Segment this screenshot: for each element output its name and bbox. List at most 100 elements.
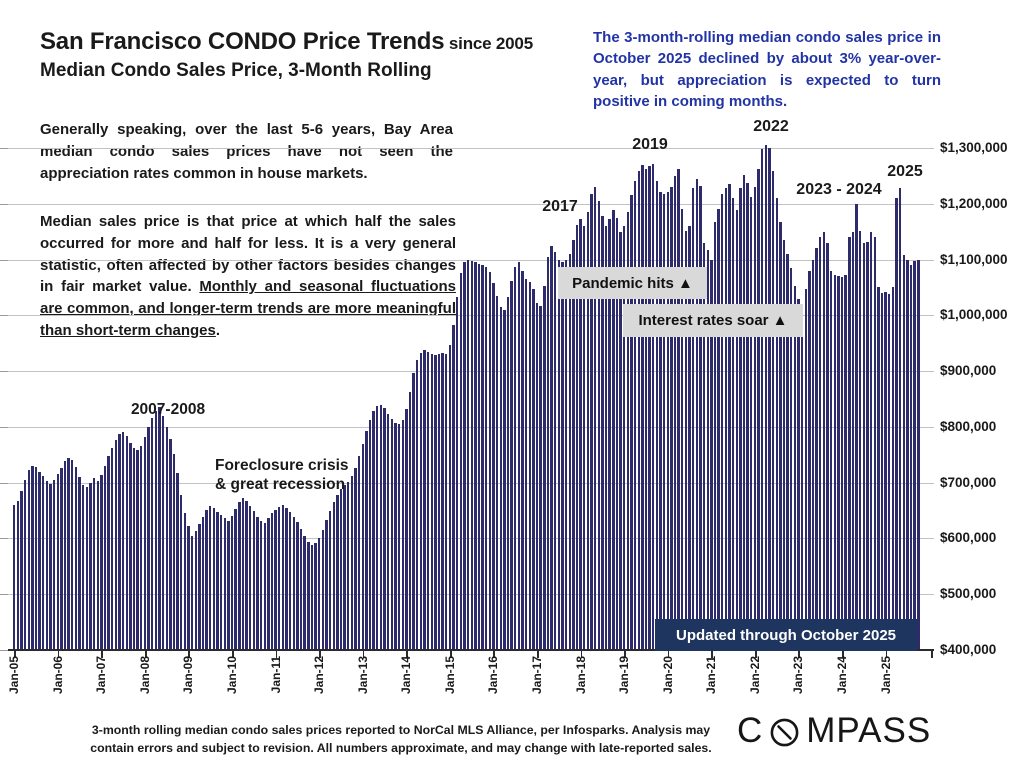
logo-letters-mpass: MPASS: [806, 711, 932, 750]
bar: [96, 480, 99, 650]
y-axis-label: $700,000: [940, 474, 997, 490]
left-tick: [0, 203, 8, 205]
bar: [641, 164, 644, 650]
bar: [557, 259, 561, 650]
y-axis-label: $500,000: [940, 586, 997, 602]
bar: [503, 309, 506, 650]
x-axis-tick: [754, 651, 757, 658]
bar: [169, 439, 172, 650]
bar: [430, 354, 433, 650]
bar: [659, 191, 662, 650]
bar: [630, 195, 633, 650]
bar: [71, 460, 74, 650]
bar: [757, 169, 760, 650]
bar: [746, 182, 749, 650]
x-axis-tick: [624, 651, 626, 658]
bar: [81, 485, 85, 650]
bar: [209, 506, 212, 650]
x-axis-tick: [711, 651, 713, 658]
bar: [735, 210, 738, 650]
annotation-2017: 2017: [542, 198, 578, 215]
bar: [677, 169, 680, 650]
gridline: [8, 259, 934, 261]
bar: [201, 516, 205, 650]
bar: [583, 226, 586, 650]
bar: [42, 475, 45, 650]
bar: [619, 231, 622, 650]
bar: [593, 187, 597, 650]
bar: [310, 544, 314, 650]
bar: [543, 286, 546, 650]
x-axis-tick: [57, 651, 60, 658]
bar: [190, 535, 194, 650]
x-axis-tick: [319, 651, 321, 658]
disclaimer-line1: 3-month rolling median condo sales price…: [91, 723, 711, 737]
bar: [394, 422, 397, 650]
bar: [111, 447, 114, 650]
callout-interest-rates-soar: Interest rates soar ▲: [623, 304, 803, 337]
bar: [840, 277, 844, 650]
bar: [811, 259, 815, 650]
bar: [136, 450, 139, 650]
bar: [699, 185, 702, 650]
left-tick: [0, 538, 8, 540]
bar: [249, 505, 252, 650]
x-axis-label: Jan-14: [399, 656, 414, 695]
bar: [702, 242, 706, 650]
bar: [107, 455, 110, 650]
bar: [23, 479, 27, 650]
bar: [132, 448, 136, 650]
bar: [459, 272, 462, 650]
bar: [604, 226, 608, 650]
x-axis-label: Jan-11: [268, 656, 283, 694]
bar: [165, 427, 168, 650]
bar: [397, 424, 401, 650]
bar: [880, 293, 884, 650]
x-axis-tick: [101, 651, 103, 658]
bar: [234, 508, 237, 650]
bar: [365, 431, 368, 650]
bar: [753, 187, 757, 650]
bar: [739, 188, 742, 650]
bar: [20, 491, 23, 650]
bar: [343, 484, 346, 650]
bar: [597, 200, 600, 650]
bar: [681, 209, 684, 650]
bar: [194, 531, 197, 650]
bar: [357, 455, 361, 650]
y-axis-label: $600,000: [940, 530, 997, 546]
bar: [238, 502, 241, 650]
bar: [495, 296, 499, 650]
bar: [45, 480, 49, 650]
bar: [793, 286, 797, 650]
bar: [731, 198, 735, 650]
bar: [510, 280, 513, 650]
bar: [786, 253, 789, 650]
y-axis-label: $400,000: [940, 642, 997, 657]
bar: [612, 210, 615, 650]
x-axis-label: Jan-12: [312, 656, 327, 695]
bar: [615, 217, 619, 650]
x-axis-end-tick: [931, 651, 933, 658]
bar: [815, 248, 818, 650]
left-tick: [0, 594, 8, 596]
bar: [423, 349, 426, 650]
bar: [372, 411, 375, 650]
bar: [140, 445, 143, 650]
bar: [909, 265, 913, 650]
bar: [158, 407, 161, 650]
bar: [590, 193, 593, 650]
bar: [532, 288, 535, 650]
bar: [125, 436, 128, 650]
bar: [895, 198, 898, 650]
bar: [332, 501, 335, 650]
bar: [227, 520, 230, 650]
left-tick: [0, 259, 8, 261]
compass-needle-o-icon: [769, 715, 800, 748]
bar: [419, 353, 423, 650]
x-axis-label: Jan-21: [704, 656, 719, 695]
bar: [285, 508, 288, 650]
bar: [626, 212, 630, 650]
bar: [528, 281, 531, 650]
annotation-2023-2024: 2023 - 2024: [796, 181, 882, 198]
